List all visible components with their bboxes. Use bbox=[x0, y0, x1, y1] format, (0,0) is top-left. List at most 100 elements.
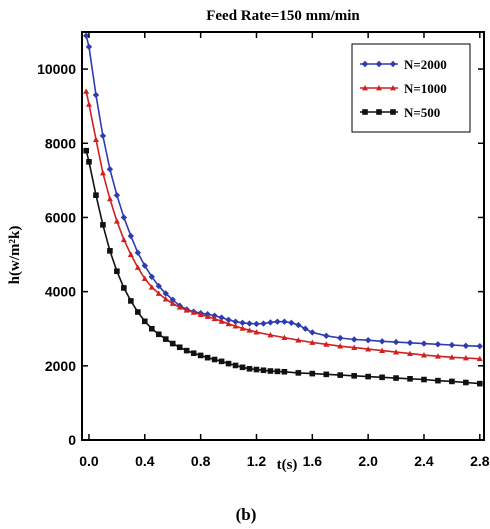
data-point-n-500 bbox=[253, 366, 260, 373]
data-point-n-1000 bbox=[295, 337, 302, 343]
data-point-n-2000 bbox=[337, 334, 344, 342]
data-point-n-1000 bbox=[448, 354, 455, 360]
legend-marker-n-500 bbox=[390, 109, 396, 115]
data-point-n-2000 bbox=[281, 318, 288, 325]
data-point-n-1000 bbox=[246, 327, 253, 333]
data-point-n-500 bbox=[197, 352, 204, 359]
data-point-n-500 bbox=[267, 368, 274, 374]
data-point-n-1000 bbox=[218, 318, 225, 324]
series-line-n-1000 bbox=[85, 91, 480, 360]
data-point-n-2000 bbox=[106, 166, 114, 173]
data-point-n-500 bbox=[114, 268, 120, 275]
data-point-n-500 bbox=[93, 192, 99, 198]
data-point-n-1000 bbox=[337, 343, 344, 349]
data-point-n-1000 bbox=[183, 307, 190, 313]
x-axis-title: t(s) bbox=[277, 457, 298, 473]
data-point-n-500 bbox=[176, 344, 183, 351]
data-point-n-2000 bbox=[253, 320, 260, 328]
data-point-n-500 bbox=[365, 373, 371, 380]
data-point-n-1000 bbox=[85, 101, 92, 107]
data-point-n-2000 bbox=[274, 318, 281, 325]
data-point-n-2000 bbox=[350, 336, 358, 343]
data-point-n-1000 bbox=[113, 218, 120, 224]
series-line-n-2000 bbox=[85, 35, 480, 347]
data-point-n-500 bbox=[100, 222, 106, 228]
data-point-n-500 bbox=[232, 362, 239, 369]
data-point-n-2000 bbox=[434, 341, 442, 348]
data-point-n-500 bbox=[204, 354, 211, 361]
legend-marker-n-2000 bbox=[361, 60, 369, 68]
data-point-n-2000 bbox=[232, 318, 239, 325]
data-point-n-500 bbox=[407, 376, 413, 382]
x-tick-label: 0.4 bbox=[135, 453, 155, 469]
y-tick-label: 6000 bbox=[45, 209, 76, 225]
data-point-n-500 bbox=[155, 331, 162, 338]
data-point-n-1000 bbox=[204, 313, 211, 319]
data-point-n-1000 bbox=[407, 350, 414, 356]
data-point-n-500 bbox=[162, 336, 169, 342]
data-point-n-500 bbox=[83, 147, 89, 154]
legend-label-n-2000: N=2000 bbox=[404, 57, 447, 72]
data-point-n-1000 bbox=[379, 347, 386, 354]
data-point-n-500 bbox=[337, 372, 344, 378]
data-point-n-1000 bbox=[141, 275, 148, 282]
data-point-n-2000 bbox=[134, 249, 142, 256]
data-point-n-500 bbox=[246, 365, 253, 372]
data-point-n-1000 bbox=[462, 355, 469, 361]
x-tick-label: 2.8 bbox=[470, 453, 490, 469]
legend-marker-n-2000 bbox=[389, 60, 397, 68]
legend-label-n-500: N=500 bbox=[404, 105, 440, 120]
data-point-n-2000 bbox=[218, 314, 225, 321]
data-point-n-2000 bbox=[323, 332, 330, 339]
plot-area bbox=[82, 32, 484, 387]
data-point-n-500 bbox=[421, 376, 427, 383]
legend-label-n-1000: N=1000 bbox=[404, 81, 447, 96]
data-point-n-500 bbox=[218, 358, 225, 365]
data-point-n-2000 bbox=[288, 319, 295, 326]
data-point-n-1000 bbox=[162, 296, 169, 302]
data-point-n-500 bbox=[309, 370, 316, 377]
data-point-n-1000 bbox=[99, 169, 106, 176]
data-point-n-2000 bbox=[155, 282, 162, 290]
legend-marker-n-500 bbox=[362, 109, 368, 115]
y-tick-label: 0 bbox=[68, 432, 76, 448]
data-point-n-500 bbox=[477, 380, 483, 387]
data-point-n-1000 bbox=[476, 355, 483, 362]
data-point-n-2000 bbox=[82, 32, 90, 39]
data-point-n-500 bbox=[169, 340, 176, 347]
data-point-n-2000 bbox=[309, 329, 316, 336]
data-point-n-1000 bbox=[309, 339, 316, 345]
data-point-n-1000 bbox=[267, 332, 274, 338]
series-n-1000 bbox=[83, 88, 483, 362]
data-point-n-500 bbox=[463, 379, 469, 386]
data-point-n-1000 bbox=[434, 353, 441, 359]
data-point-n-2000 bbox=[169, 296, 176, 303]
data-point-n-2000 bbox=[239, 319, 246, 326]
data-point-n-2000 bbox=[378, 338, 386, 345]
data-point-n-2000 bbox=[448, 341, 456, 349]
data-point-n-2000 bbox=[148, 273, 155, 280]
y-axis-title: h(w/m²k) bbox=[7, 226, 23, 285]
data-point-n-500 bbox=[128, 298, 134, 304]
data-point-n-2000 bbox=[162, 290, 169, 297]
data-point-n-1000 bbox=[120, 236, 127, 243]
data-point-n-1000 bbox=[393, 349, 400, 355]
data-point-n-2000 bbox=[420, 340, 428, 347]
data-point-n-1000 bbox=[323, 341, 330, 347]
data-point-n-2000 bbox=[364, 337, 372, 344]
data-point-n-500 bbox=[323, 371, 330, 378]
legend-marker-n-500 bbox=[376, 109, 382, 115]
data-point-n-500 bbox=[449, 378, 455, 385]
data-point-n-2000 bbox=[302, 325, 309, 332]
data-point-n-1000 bbox=[211, 315, 218, 322]
data-point-n-1000 bbox=[253, 329, 260, 335]
legend: N=2000 N=1000 N=500 bbox=[351, 43, 471, 133]
data-point-n-2000 bbox=[260, 320, 267, 327]
data-point-n-1000 bbox=[155, 290, 162, 296]
data-point-n-500 bbox=[183, 347, 190, 354]
figure-caption: (b) bbox=[236, 505, 257, 524]
x-tick-label: 1.6 bbox=[303, 453, 323, 469]
data-point-n-500 bbox=[86, 159, 92, 165]
legend-entry-n-2000: N=2000 bbox=[360, 57, 447, 72]
legend-entry-n-1000: N=1000 bbox=[360, 81, 447, 96]
